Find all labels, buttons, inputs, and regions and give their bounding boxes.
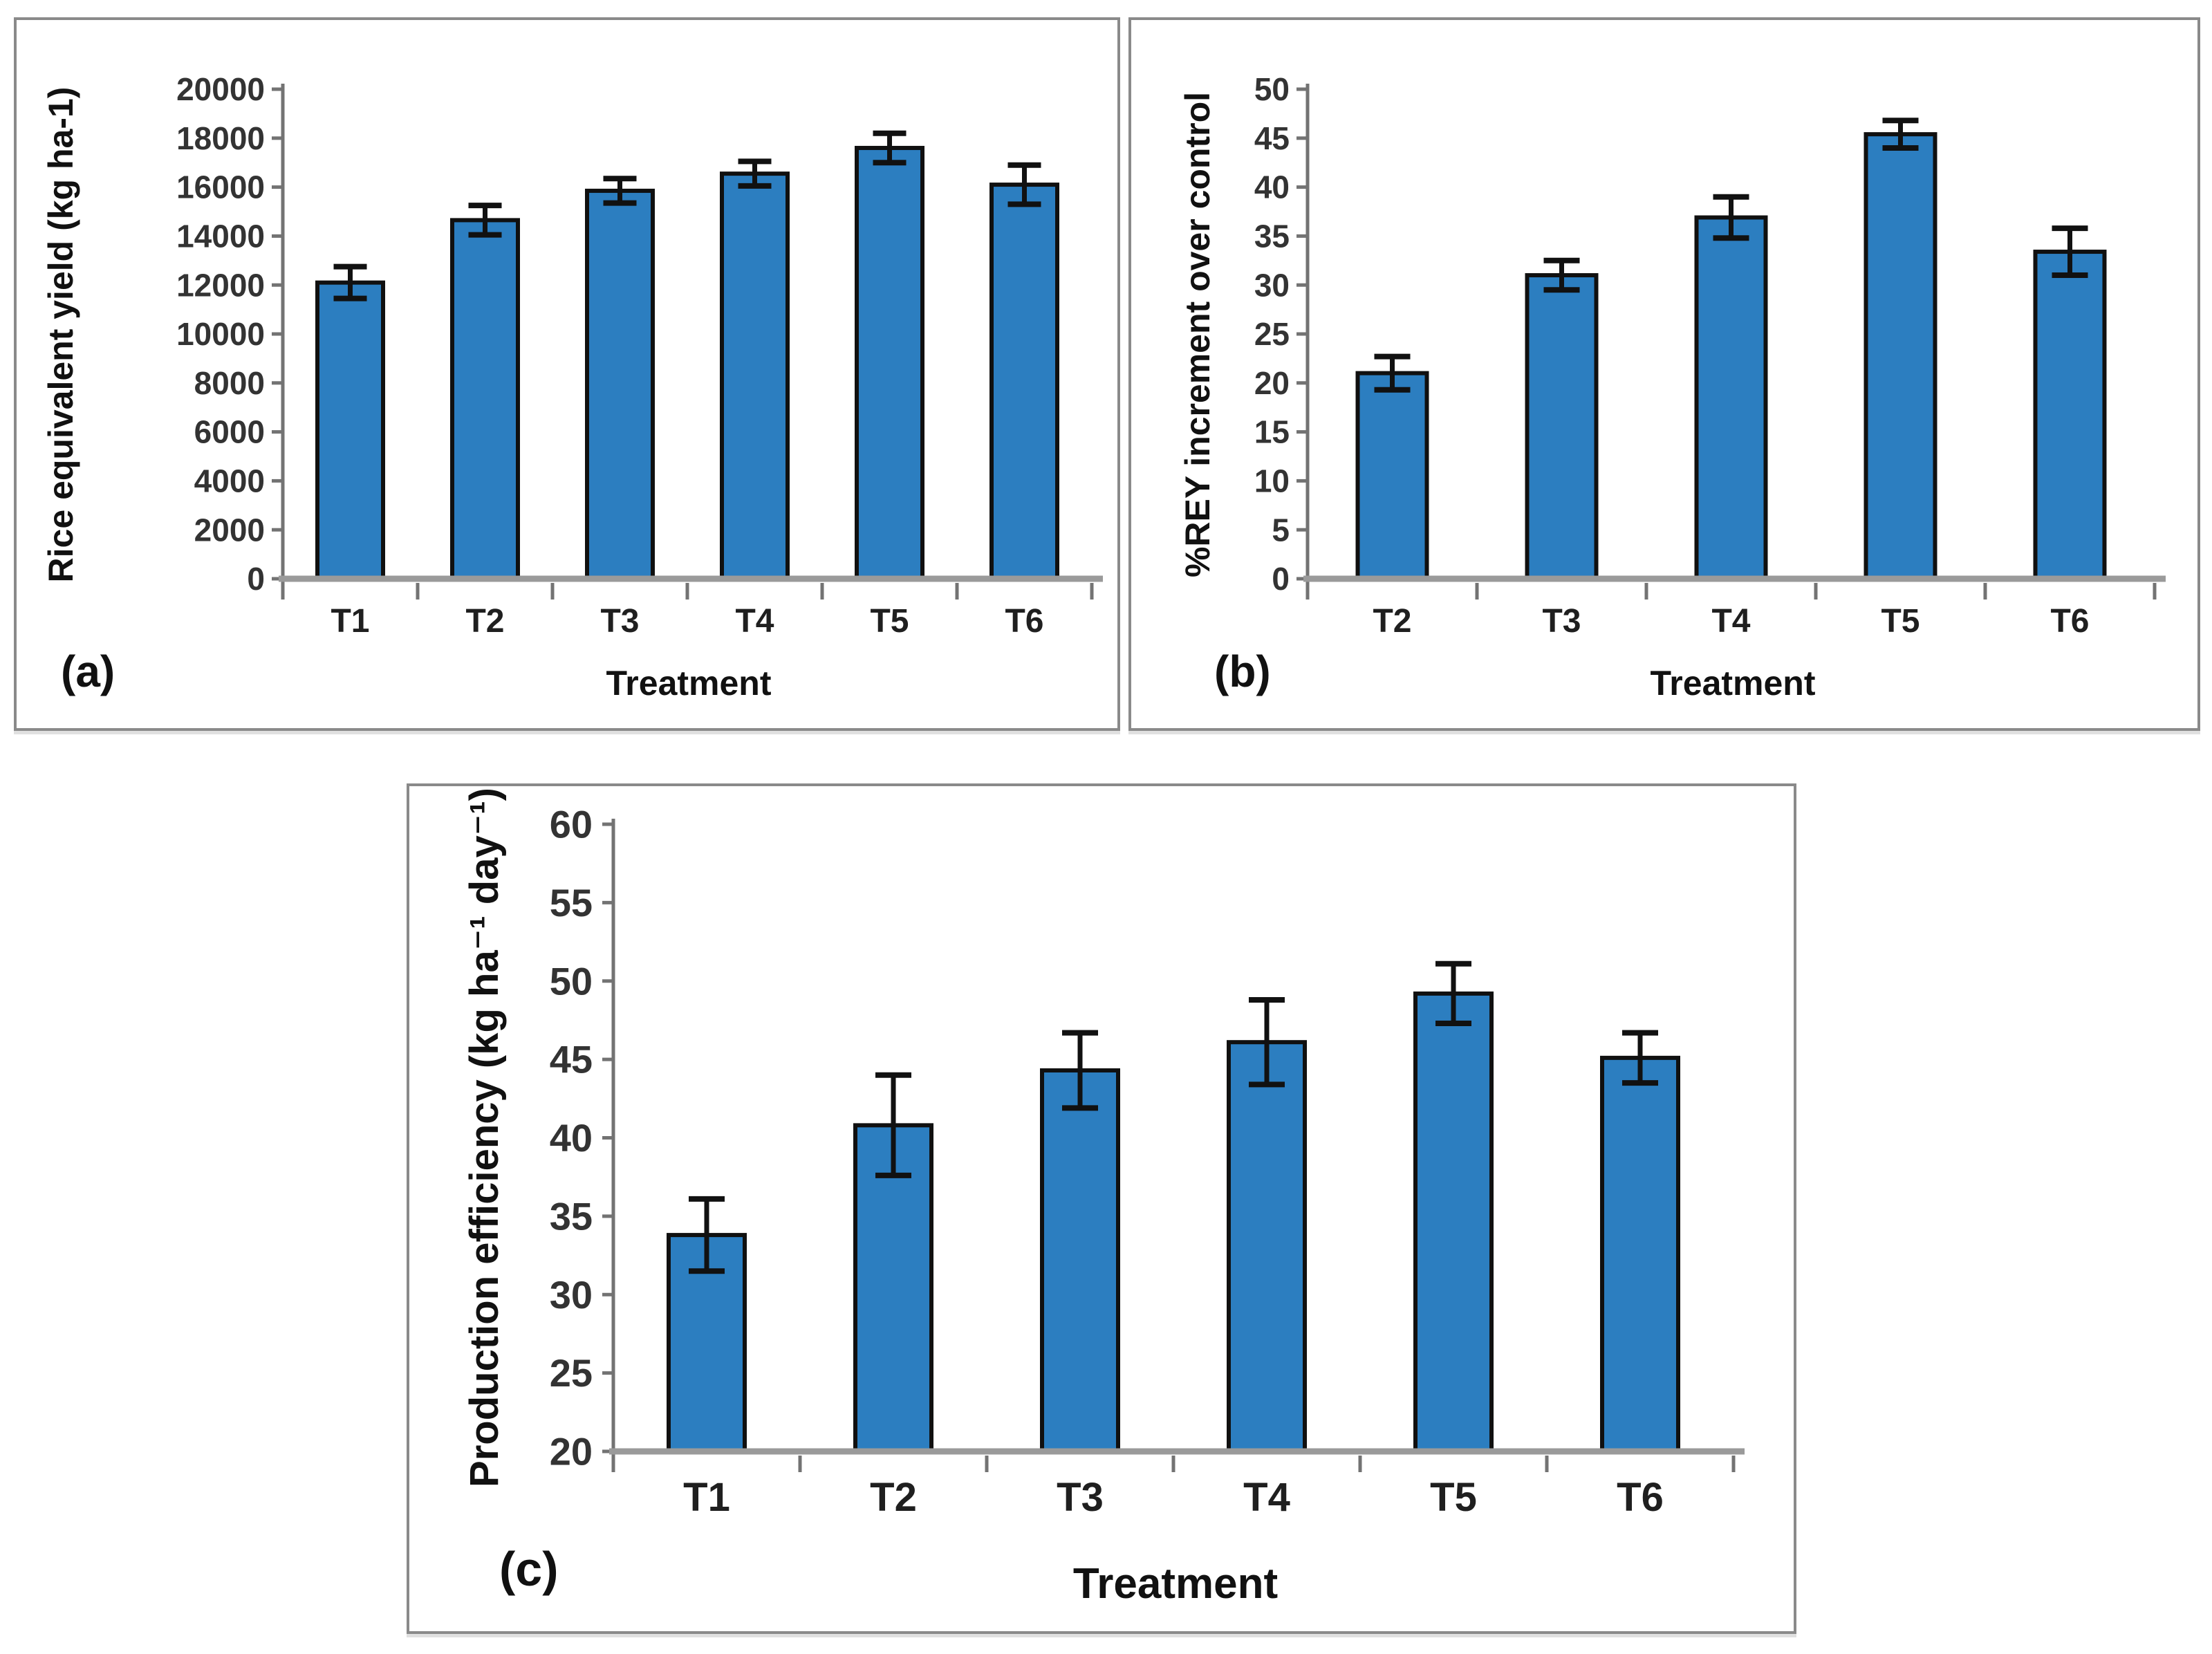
- x-tick-label: T2: [1373, 603, 1411, 640]
- y-tick-label: 25: [550, 1351, 593, 1395]
- panel-c: 20 25 30 35 40 45 50 55 60 T1 T2 T3 T4 T5 T6 Productio…: [407, 783, 1796, 1634]
- x-axis-title: Treatment: [606, 664, 772, 703]
- bar-chart-b: 0 5 10 15 20 25 30 35 40 45 50 T2 T3 T4 T5 T6: [1254, 71, 2166, 640]
- x-tick-label: T2: [870, 1475, 917, 1520]
- panel-letter: (a): [61, 647, 115, 696]
- y-tick-label: 10000: [176, 316, 265, 352]
- panel-letter: (b): [1214, 647, 1271, 696]
- x-tick-label: T2: [465, 603, 504, 640]
- y-tick-label: 14000: [176, 219, 265, 254]
- y-tick-label: 60: [550, 803, 593, 846]
- panel-letter: (c): [499, 1542, 559, 1596]
- panel-b: 0 5 10 15 20 25 30 35 40 45 50 T2 T3 T4 T5 T6 %REY incr…: [1128, 17, 2200, 731]
- x-tick-label: T5: [1881, 603, 1920, 640]
- x-tick-label: T5: [1430, 1475, 1477, 1520]
- y-tick-label: 55: [550, 881, 593, 924]
- y-axis-title: Rice equivalent yield (kg ha-1): [41, 86, 80, 583]
- bar-T6: [1600, 1055, 1680, 1454]
- bar-T4: [1227, 1040, 1307, 1453]
- y-tick-label: 4000: [194, 463, 265, 499]
- y-tick-label: 45: [1254, 120, 1290, 156]
- x-axis-title: Treatment: [1650, 664, 1816, 703]
- x-tick-label: T1: [683, 1475, 730, 1520]
- y-tick-label: 45: [550, 1038, 593, 1081]
- y-tick-label: 40: [1254, 169, 1290, 205]
- bar-T6: [989, 183, 1059, 581]
- y-tick-label: 40: [550, 1116, 593, 1160]
- y-tick-label: 30: [1254, 267, 1290, 303]
- bar-chart-a: 0 2000 4000 6000 8000 10000 12000 14000 16000 180…: [176, 71, 1103, 640]
- x-axis-title: Treatment: [1072, 1560, 1279, 1608]
- y-tick-label: 20: [550, 1430, 593, 1474]
- y-tick-label: 8000: [194, 365, 265, 401]
- x-tick-label: T6: [1005, 603, 1043, 640]
- y-tick-label: 18000: [176, 120, 265, 156]
- bar-T6: [2033, 250, 2107, 581]
- x-tick-label: T6: [1617, 1475, 1664, 1520]
- y-tick-label: 0: [1272, 561, 1290, 597]
- y-tick-label: 6000: [194, 414, 265, 450]
- y-tick-label: 30: [550, 1273, 593, 1317]
- y-tick-label: 35: [550, 1194, 593, 1238]
- y-tick-label: 20: [1254, 365, 1290, 401]
- bar-T1: [315, 280, 385, 581]
- bar-T5: [855, 145, 924, 581]
- y-tick-label: 15: [1254, 414, 1290, 450]
- bar-T2: [450, 218, 520, 581]
- bar-T2: [1355, 371, 1429, 581]
- y-tick-label: 50: [550, 959, 593, 1003]
- y-tick-label: 0: [247, 561, 265, 597]
- bar-T4: [1694, 215, 1768, 582]
- bar-T5: [1413, 991, 1494, 1453]
- panel-a: 0 2000 4000 6000 8000 10000 12000 14000 16000 180…: [14, 17, 1120, 731]
- y-tick-label: 35: [1254, 219, 1290, 254]
- y-tick-label: 12000: [176, 267, 265, 303]
- y-tick-label: 25: [1254, 316, 1290, 352]
- y-tick-label: 20000: [176, 71, 265, 107]
- x-tick-label: T4: [735, 603, 774, 640]
- bar-chart-c: 20 25 30 35 40 45 50 55 60 T1 T2 T3 T4 T5 T6: [550, 803, 1745, 1520]
- x-tick-label: T1: [331, 603, 369, 640]
- x-tick-label: T3: [1057, 1475, 1104, 1520]
- x-tick-label: T6: [2050, 603, 2089, 640]
- y-tick-label: 5: [1272, 512, 1290, 548]
- y-axis-title: Production efficiency (kg ha⁻¹ day⁻¹): [462, 788, 507, 1487]
- bar-T5: [1864, 132, 1937, 582]
- bar-T3: [1525, 273, 1599, 581]
- x-tick-label: T3: [1542, 603, 1581, 640]
- y-tick-label: 10: [1254, 463, 1290, 499]
- x-tick-label: T4: [1711, 603, 1750, 640]
- bar-T3: [585, 188, 655, 582]
- y-axis-title: %REY increment over control: [1178, 91, 1217, 578]
- y-tick-label: 2000: [194, 512, 265, 548]
- bar-T3: [1040, 1068, 1120, 1453]
- x-tick-label: T3: [600, 603, 639, 640]
- x-tick-label: T4: [1243, 1475, 1290, 1520]
- y-tick-label: 50: [1254, 71, 1290, 107]
- y-tick-label: 16000: [176, 169, 265, 205]
- bar-T4: [720, 171, 790, 581]
- x-tick-label: T5: [870, 603, 909, 640]
